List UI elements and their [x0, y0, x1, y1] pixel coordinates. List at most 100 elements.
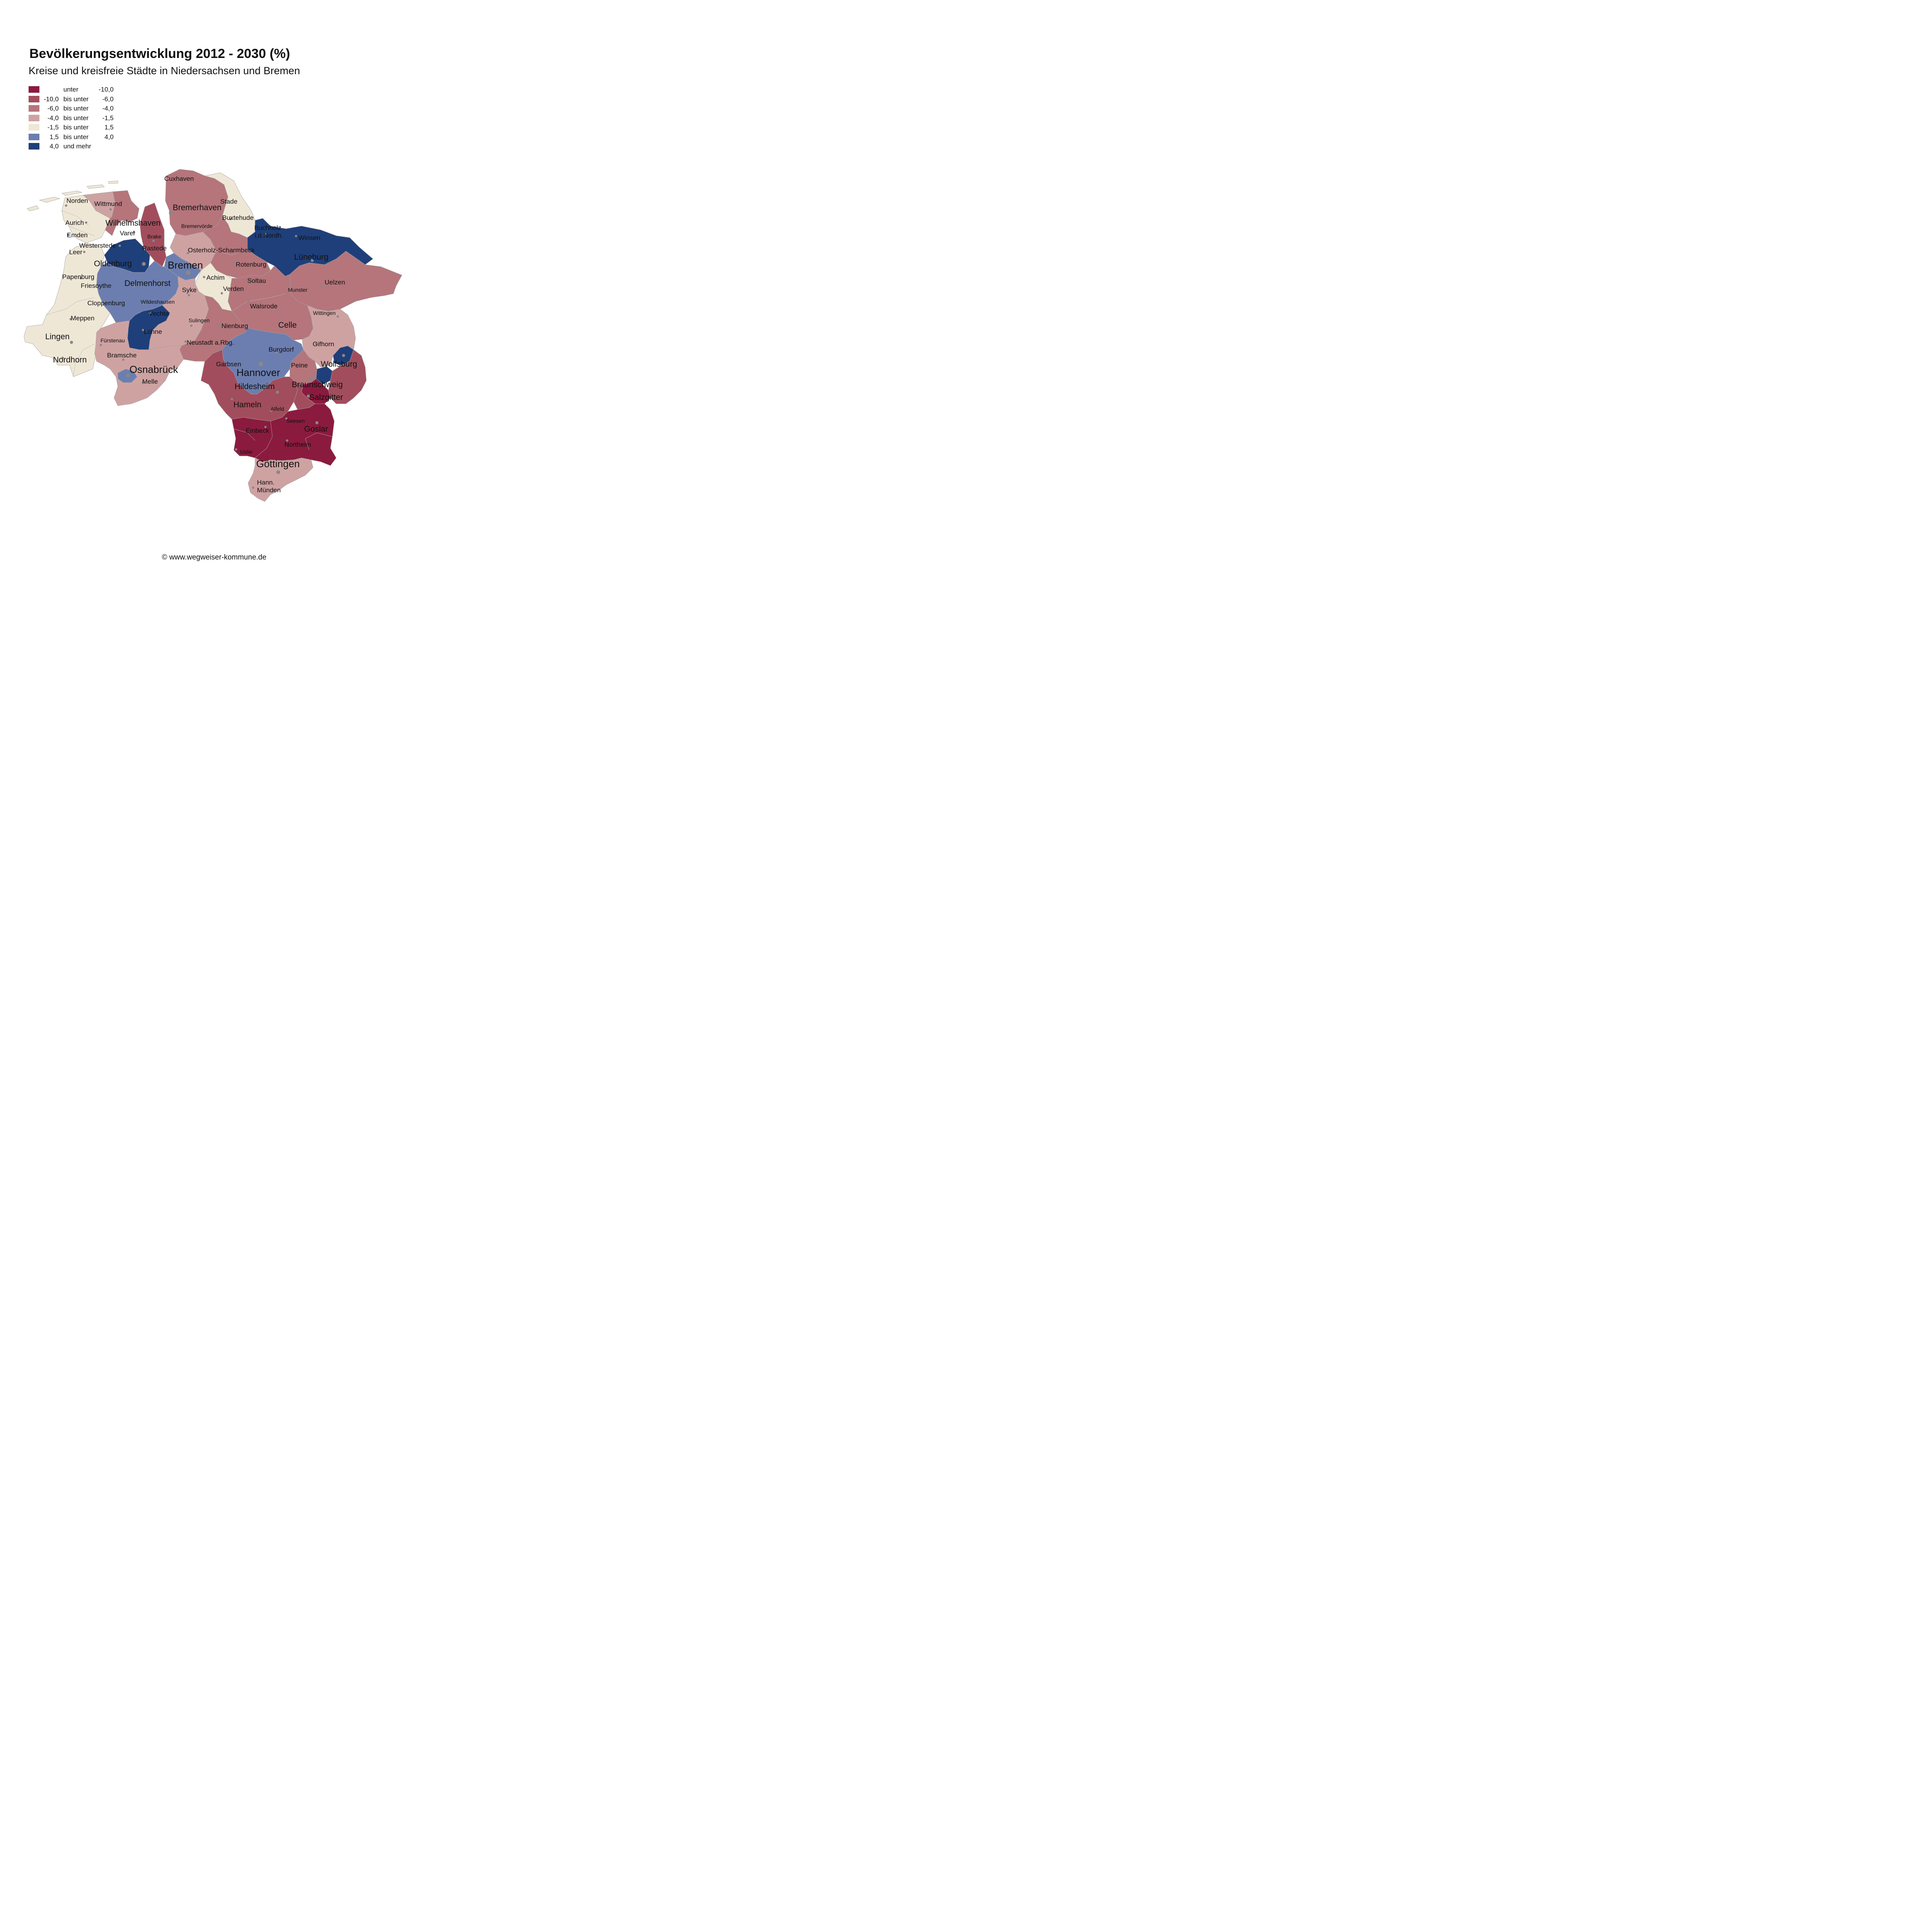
place-label: Cuxhaven — [164, 175, 194, 182]
place-label: Leer — [69, 248, 82, 256]
internal-borders — [46, 210, 333, 458]
legend-to: -10,0 — [99, 86, 114, 93]
region-osnabrueck-land — [94, 320, 184, 406]
legend-row: unter -10,0 — [29, 85, 121, 95]
legend-from: 1,5 — [49, 133, 59, 141]
map-regions — [24, 169, 402, 502]
legend-row: -1,5 bis unter 1,5 — [29, 123, 121, 133]
legend-row: -4,0 bis unter -1,5 — [29, 114, 121, 123]
place-label: Buchholz — [254, 224, 281, 231]
legend-word: unter — [63, 86, 78, 93]
place-label: Stade — [220, 198, 237, 205]
region-helmstedt — [328, 349, 367, 404]
place-label: Nienburg — [221, 322, 248, 330]
place-label: Lingen — [45, 332, 70, 341]
place-label: Wolfsburg — [321, 360, 357, 369]
legend-swatch — [29, 124, 39, 131]
place-label: Papenburg — [62, 273, 94, 281]
legend-to: -6,0 — [102, 95, 114, 103]
legend-swatch — [29, 86, 39, 93]
place-label: Varel — [120, 230, 134, 237]
place-label: Melle — [142, 378, 158, 385]
legend-swatch — [29, 143, 39, 150]
place-label: Einbeck — [246, 427, 269, 434]
legend-row: 1,5 bis unter 4,0 — [29, 133, 121, 142]
place-label: Celle — [278, 321, 297, 330]
legend-word: bis unter — [63, 105, 89, 112]
region-island — [87, 184, 105, 189]
place-label: Westerstede — [79, 242, 116, 249]
region-west-emsland — [24, 195, 111, 377]
place-label: Hameln — [233, 400, 261, 409]
place-label: Münden — [257, 486, 281, 494]
place-label: Braunschweig — [292, 380, 343, 389]
legend-word: bis unter — [63, 95, 89, 103]
region-island — [108, 180, 118, 184]
region-south-dark — [231, 403, 337, 466]
place-label: Emden — [67, 231, 88, 239]
place-label: Uelzen — [325, 279, 345, 286]
region-island — [27, 205, 39, 211]
place-label: Lüneburg — [294, 253, 328, 262]
legend-from: -4,0 — [47, 114, 59, 122]
legend-row: -10,0 bis unter -6,0 — [29, 95, 121, 104]
place-label: Lohne — [144, 328, 162, 335]
place-label: Soltau — [247, 277, 266, 284]
place-label: Buxtehude — [222, 214, 254, 221]
place-label: Syke — [182, 286, 197, 294]
place-label: Oldenburg — [94, 259, 132, 268]
place-label: Nordhorn — [53, 355, 87, 364]
legend-swatch — [29, 95, 39, 102]
place-label: Osterholz-Scharmbeck — [188, 247, 255, 254]
place-label: Göttingen — [256, 458, 300, 469]
place-label: Wittingen — [313, 310, 335, 316]
region-island — [61, 190, 82, 196]
place-label: Hann. — [257, 479, 274, 486]
place-label: Goslar — [304, 425, 328, 434]
region-island — [39, 197, 60, 203]
legend-row: 4,0 und mehr — [29, 142, 121, 151]
place-label: Peine — [291, 362, 308, 369]
city-dots — [61, 177, 345, 489]
place-label: Munster — [288, 287, 308, 293]
place-label: i.d.Nordh. — [255, 232, 283, 239]
map-subtitle: Kreise und kreisfreie Städte in Niedersa… — [29, 65, 300, 77]
legend-swatch — [29, 114, 39, 121]
place-label: Meppen — [71, 315, 94, 322]
place-label: Salzgitter — [309, 393, 343, 402]
place-label: Wittmund — [94, 200, 122, 207]
legend-word: und mehr — [63, 143, 91, 150]
region-friesland — [105, 190, 140, 236]
legend-to: -4,0 — [102, 105, 114, 112]
place-label: Seesen — [286, 418, 305, 424]
place-label: Brake — [147, 233, 162, 240]
place-label: Osnabrück — [129, 364, 179, 375]
place-label: Bremen — [168, 259, 203, 271]
place-label: Wildeshausen — [141, 299, 175, 305]
place-label: Rotenburg — [236, 261, 266, 268]
place-label: Friesoythe — [81, 282, 111, 289]
place-label: Achim — [206, 274, 225, 281]
place-label: Hannover — [237, 367, 280, 378]
place-label: Vechta — [149, 310, 169, 317]
legend: unter -10,0 -10,0 bis unter -6,0 -6,0 bis un… — [29, 85, 121, 151]
place-label: Bremerhaven — [173, 203, 221, 212]
legend-to: 1,5 — [104, 124, 114, 131]
legend-from: -10,0 — [44, 95, 59, 103]
place-label: Sulingen — [189, 317, 210, 323]
place-label: Fürstenau — [100, 337, 125, 344]
legend-word: bis unter — [63, 124, 89, 131]
place-label: Uslar — [240, 449, 253, 455]
place-label: Aurich — [65, 219, 84, 226]
legend-word: bis unter — [63, 114, 89, 122]
place-label: Rastede — [142, 245, 167, 252]
place-label: Neustadt a.Rbg. — [187, 339, 234, 346]
place-label: Northeim — [284, 441, 311, 448]
place-label: Burgdorf — [269, 346, 294, 353]
place-label: Wilhelmshaven — [105, 219, 160, 228]
footer-credit: © www.wegweiser-kommune.de — [162, 553, 267, 561]
legend-row: -6,0 bis unter -4,0 — [29, 104, 121, 114]
place-label: Bramsche — [107, 352, 137, 359]
